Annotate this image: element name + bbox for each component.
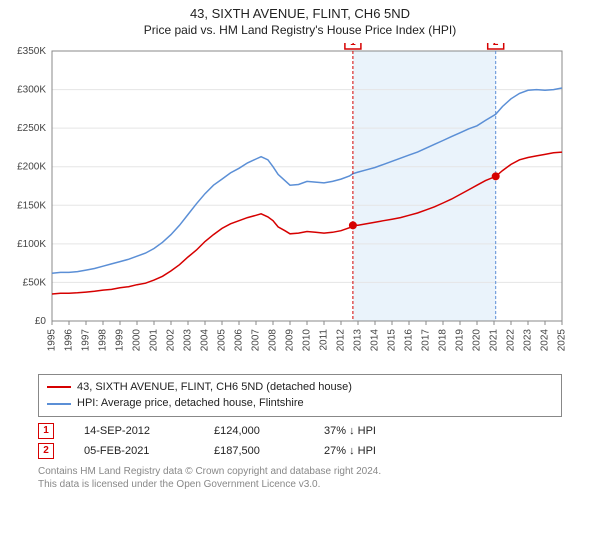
x-tick-label: 2010 xyxy=(302,328,313,351)
y-tick-label: £50K xyxy=(23,277,47,288)
transaction-delta: 37% ↓ HPI xyxy=(324,425,376,437)
y-tick-label: £300K xyxy=(17,84,46,95)
x-tick-label: 2011 xyxy=(319,328,330,350)
x-tick-label: 2025 xyxy=(557,328,568,351)
transaction-badge: 1 xyxy=(38,423,54,439)
y-tick-label: £350K xyxy=(17,46,46,57)
x-tick-label: 2024 xyxy=(540,328,551,351)
transaction-price: £187,500 xyxy=(214,445,294,457)
legend-row: 43, SIXTH AVENUE, FLINT, CH6 5ND (detach… xyxy=(47,379,553,396)
transaction-delta: 27% ↓ HPI xyxy=(324,445,376,457)
x-tick-label: 1998 xyxy=(98,328,109,351)
x-tick-label: 2020 xyxy=(472,328,483,351)
x-tick-label: 1995 xyxy=(47,328,58,351)
x-tick-label: 2013 xyxy=(353,328,364,351)
x-tick-label: 2016 xyxy=(404,328,415,351)
footer-line-2: This data is licensed under the Open Gov… xyxy=(38,478,562,491)
transaction-row: 2 05-FEB-2021 £187,500 27% ↓ HPI xyxy=(38,441,562,461)
x-tick-label: 2015 xyxy=(387,328,398,351)
x-tick-label: 2002 xyxy=(166,328,177,351)
y-tick-label: £200K xyxy=(17,162,46,173)
chart-title: 43, SIXTH AVENUE, FLINT, CH6 5ND xyxy=(8,6,592,23)
x-tick-label: 2017 xyxy=(421,328,432,351)
x-tick-label: 1997 xyxy=(81,328,92,351)
chart-container: 43, SIXTH AVENUE, FLINT, CH6 5ND Price p… xyxy=(0,0,600,560)
chart-plot: £0 £50K £100K £150K £200K £250K £300K £350K 1995… xyxy=(8,43,592,368)
y-tick-label: £150K xyxy=(17,200,46,211)
chart-svg: £0 £50K £100K £150K £200K £250K £300K £350K 1995… xyxy=(8,43,568,363)
x-tick-label: 1999 xyxy=(115,328,126,351)
x-tick-label: 2018 xyxy=(438,328,449,351)
legend-label: HPI: Average price, detached house, Flin… xyxy=(77,395,304,412)
x-tick-label: 2006 xyxy=(234,328,245,351)
chart-subtitle: Price paid vs. HM Land Registry's House … xyxy=(8,23,592,37)
transaction-date: 14-SEP-2012 xyxy=(84,425,184,437)
legend-row: HPI: Average price, detached house, Flin… xyxy=(47,395,553,412)
marker-badge-label: 1 xyxy=(350,43,356,48)
y-tick-label: £0 xyxy=(35,316,47,327)
x-tick-label: 2012 xyxy=(336,328,347,351)
x-tick-label: 2021 xyxy=(489,328,500,351)
x-tick-label: 2003 xyxy=(183,328,194,351)
transaction-price: £124,000 xyxy=(214,425,294,437)
transaction-row: 1 14-SEP-2012 £124,000 37% ↓ HPI xyxy=(38,421,562,441)
x-tick-label: 2022 xyxy=(506,328,517,351)
x-tick-label: 2008 xyxy=(268,328,279,351)
x-tick-label: 2004 xyxy=(200,328,211,351)
transaction-date: 05-FEB-2021 xyxy=(84,445,184,457)
transaction-table: 1 14-SEP-2012 £124,000 37% ↓ HPI 2 05-FEB-202… xyxy=(38,421,562,461)
x-tick-label: 2000 xyxy=(132,328,143,351)
y-tick-label: £250K xyxy=(17,123,46,134)
transaction-badge: 2 xyxy=(38,443,54,459)
footer-line-1: Contains HM Land Registry data © Crown c… xyxy=(38,465,562,478)
legend-swatch xyxy=(47,386,71,388)
x-tick-label: 2014 xyxy=(370,328,381,351)
marker-dot xyxy=(492,172,500,180)
marker-badge-label: 2 xyxy=(493,43,499,48)
legend-label: 43, SIXTH AVENUE, FLINT, CH6 5ND (detach… xyxy=(77,379,352,396)
footer-attribution: Contains HM Land Registry data © Crown c… xyxy=(38,465,562,491)
marker-dot xyxy=(349,221,357,229)
x-tick-label: 2001 xyxy=(149,328,160,351)
x-tick-label: 2023 xyxy=(523,328,534,351)
x-tick-label: 2009 xyxy=(285,328,296,351)
y-tick-label: £100K xyxy=(17,239,46,250)
x-tick-label: 1996 xyxy=(64,328,75,351)
x-tick-label: 2019 xyxy=(455,328,466,351)
x-tick-label: 2005 xyxy=(217,328,228,351)
legend-box: 43, SIXTH AVENUE, FLINT, CH6 5ND (detach… xyxy=(38,374,562,417)
legend-swatch xyxy=(47,403,71,405)
x-tick-label: 2007 xyxy=(251,328,262,351)
